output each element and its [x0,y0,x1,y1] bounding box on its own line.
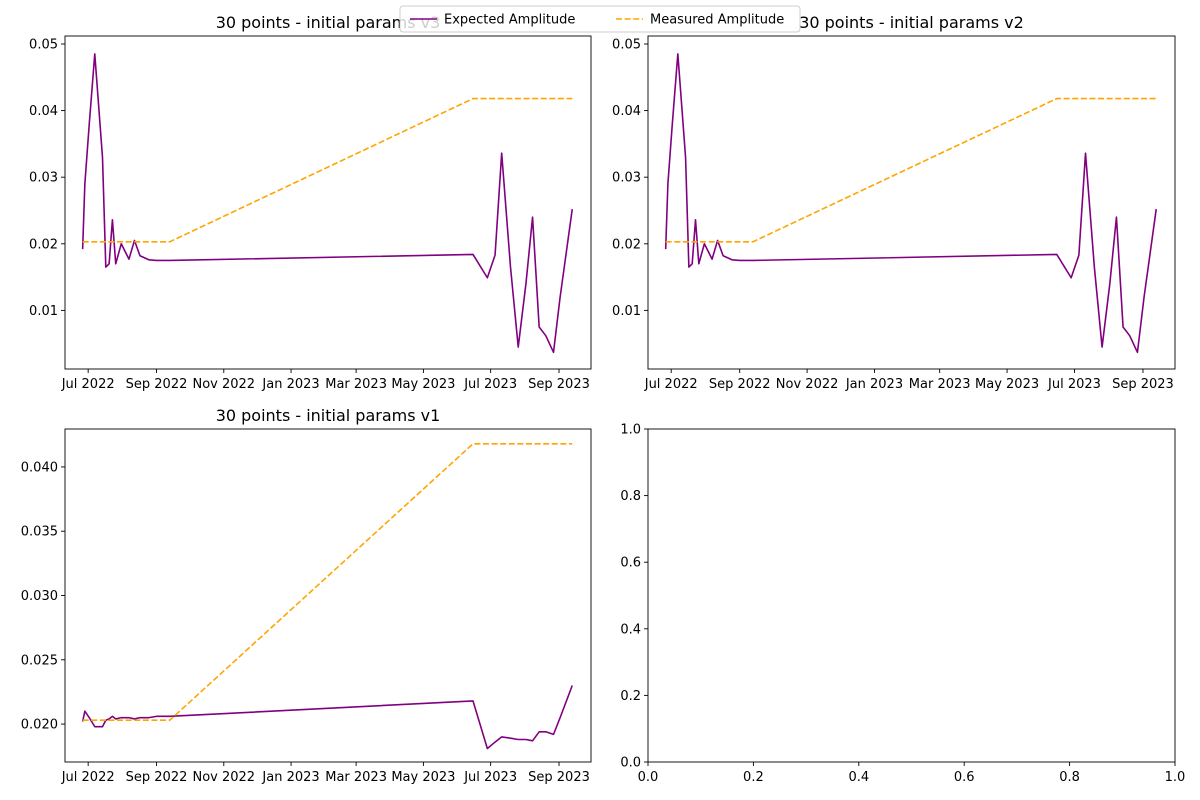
axes-frame [647,35,1176,370]
y-tick-label: 0.03 [29,171,58,186]
x-tick-label: May 2023 [391,770,455,785]
axes-frame [64,35,592,370]
y-tick-label: 0.030 [21,589,58,604]
x-tick-label: Nov 2022 [776,377,839,392]
y-tick-label: 0.035 [21,525,58,540]
x-tick-label: Jul 2023 [463,770,517,785]
x-tick-label: Nov 2022 [192,377,255,392]
axes-frame [64,428,592,763]
x-tick-label: Mar 2023 [325,377,387,392]
series-line-expected-amplitude [81,685,573,750]
series-line-measured-amplitude [82,97,573,243]
axes-frame [647,428,1176,763]
y-tick-label: 1.0 [620,423,641,438]
x-tick-label: Sep 2023 [528,770,590,785]
y-tick-label: 0.025 [21,653,58,668]
x-tick-label: 0.8 [1059,770,1080,785]
x-tick-label: Sep 2022 [126,770,188,785]
y-tick-label: 0.04 [612,104,641,119]
subplot-4: 0.0 0.2 0.4 0.6 0.8 1.0 0.0 0.2 0.4 0.6 0.8 1.0 [620,423,1185,786]
chart-title: 30 points - initial params v1 [216,406,441,425]
x-tick-label: Mar 2023 [325,770,387,785]
x-tick-label: 0.6 [954,770,975,785]
x-tick-label: Jul 2022 [644,377,698,392]
y-tick-label: 0.4 [620,622,641,637]
x-tick-label: Jan 2023 [261,377,319,392]
subplot-1: Jul 2022 Sep 2022 Nov 2022 Jan 2023 Mar 2023… [29,13,592,392]
x-tick-label: Sep 2022 [126,377,188,392]
y-tick-label: 0.01 [612,304,641,319]
legend: Expected Amplitude Measured Amplitude [399,5,801,33]
x-tick-label: Sep 2023 [528,377,590,392]
x-tick-label: Sep 2023 [1112,377,1174,392]
x-tick-label: May 2023 [391,377,455,392]
x-tick-label: Jul 2023 [463,377,517,392]
x-tick-label: Jul 2023 [1047,377,1101,392]
x-tick-label: Nov 2022 [192,770,255,785]
x-tick-label: Jan 2023 [845,377,903,392]
x-tick-label: Mar 2023 [909,377,971,392]
legend-label: Expected Amplitude [444,13,575,28]
series-line-expected-amplitude [664,53,1158,354]
legend-label: Measured Amplitude [650,13,784,28]
x-tick-label: Jul 2022 [61,377,115,392]
chart-title: 30 points - initial params v3 [216,13,441,32]
series-line-measured-amplitude [665,97,1157,243]
y-tick-label: 0.8 [620,489,641,504]
y-tick-label: 0.2 [620,689,641,704]
x-tick-label: 0.4 [848,770,869,785]
x-tick-label: May 2023 [975,377,1039,392]
y-tick-label: 0.02 [29,237,58,252]
y-tick-label: 0.040 [21,460,58,475]
x-tick-label: 0.2 [743,770,764,785]
legend-box [399,5,801,33]
y-tick-label: 0.05 [612,37,641,52]
series-line-measured-amplitude [82,442,573,722]
x-tick-label: Sep 2022 [709,377,771,392]
y-tick-label: 0.6 [620,556,641,571]
y-tick-label: 0.05 [29,37,58,52]
chart-title: 30 points - initial params v2 [799,13,1024,32]
series-line-expected-amplitude [81,53,574,354]
y-tick-label: 0.04 [29,104,58,119]
subplot-3: Jul 2022 Sep 2022 Nov 2022 Jan 2023 Mar 2023… [21,406,592,785]
y-tick-label: 0.02 [612,237,641,252]
y-tick-label: 0.020 [21,718,58,733]
x-tick-label: 1.0 [1165,770,1186,785]
x-tick-label: Jul 2022 [61,770,115,785]
y-tick-label: 0.0 [620,756,641,771]
y-tick-label: 0.01 [29,304,58,319]
y-tick-label: 0.03 [612,171,641,186]
x-tick-label: 0.0 [638,770,659,785]
x-tick-label: Jan 2023 [261,770,319,785]
subplot-2: Jul 2022 Sep 2022 Nov 2022 Jan 2023 Mar 2023… [612,13,1176,392]
